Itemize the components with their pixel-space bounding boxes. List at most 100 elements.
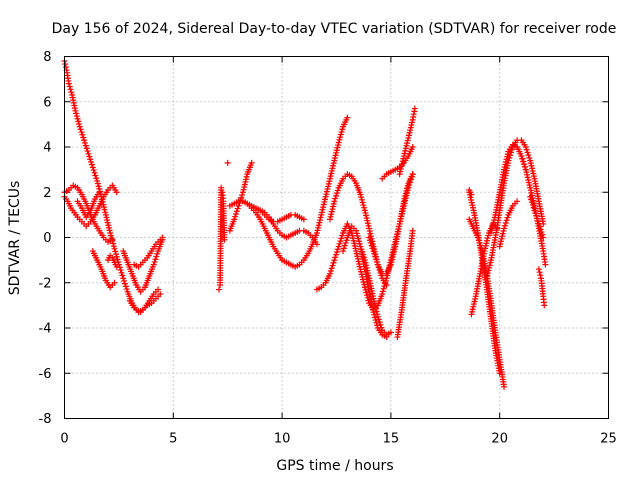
data-point — [340, 248, 347, 255]
data-point — [336, 136, 343, 143]
data-point — [533, 212, 540, 219]
data-point — [339, 232, 346, 239]
data-point — [475, 237, 482, 244]
data-point — [112, 248, 119, 255]
series-arc-23 — [396, 105, 418, 178]
data-point — [93, 175, 100, 182]
data-point — [79, 131, 86, 138]
data-point — [85, 150, 92, 157]
data-point — [531, 207, 538, 214]
data-point — [95, 183, 102, 190]
data-point — [118, 269, 125, 276]
data-point — [502, 220, 509, 227]
data-point — [333, 248, 340, 255]
data-point — [373, 256, 380, 263]
data-point — [357, 191, 364, 198]
data-point — [371, 311, 378, 318]
data-point — [341, 242, 348, 249]
data-point — [539, 231, 546, 238]
data-point — [94, 177, 101, 184]
data-point — [377, 321, 384, 328]
data-point — [501, 383, 508, 390]
x-tick-label: 10 — [274, 432, 291, 447]
y-tick-label: -4 — [39, 322, 52, 337]
data-point — [78, 129, 85, 136]
data-point — [519, 155, 526, 162]
data-point — [344, 114, 351, 121]
data-point — [538, 229, 545, 236]
data-point — [387, 329, 394, 336]
data-point — [300, 216, 307, 223]
data-point — [534, 218, 541, 225]
data-point — [534, 215, 541, 222]
data-point — [329, 262, 336, 269]
data-point — [526, 154, 533, 161]
data-point — [343, 237, 350, 244]
data-point — [360, 251, 367, 258]
data-point — [528, 196, 535, 203]
data-point — [119, 272, 126, 279]
series-arc-4 — [74, 189, 103, 221]
data-point — [353, 227, 360, 234]
data-point — [380, 285, 387, 292]
data-point — [72, 107, 79, 114]
data-point — [151, 258, 158, 265]
data-point — [76, 120, 83, 127]
series-arc-24 — [466, 189, 503, 377]
data-point — [80, 134, 87, 141]
data-point — [373, 258, 380, 265]
series-arc-6 — [105, 252, 120, 270]
data-point — [77, 126, 84, 133]
data-point — [527, 193, 534, 200]
data-point — [363, 292, 370, 299]
data-point — [334, 246, 341, 253]
data-point — [234, 205, 241, 212]
data-point — [360, 254, 367, 261]
data-point — [113, 263, 120, 270]
data-point — [368, 242, 375, 249]
data-point — [82, 142, 89, 149]
data-point — [224, 159, 231, 166]
data-point — [75, 118, 82, 125]
series-arc-20 — [366, 171, 416, 277]
data-point — [68, 89, 75, 96]
data-point — [83, 145, 90, 152]
data-point — [154, 250, 161, 257]
x-tick-label: 5 — [169, 432, 177, 447]
data-point — [90, 167, 97, 174]
data-point — [333, 190, 340, 197]
data-point — [239, 191, 246, 198]
data-point — [371, 314, 378, 321]
data-point — [504, 214, 511, 221]
data-point — [334, 187, 341, 194]
series-arc-29 — [496, 198, 521, 250]
y-tick-labels: -8 -6 -4 -2 0 2 4 6 8 — [39, 50, 52, 427]
data-point — [233, 208, 240, 215]
data-point — [521, 161, 528, 168]
data-point — [111, 279, 118, 286]
data-point — [383, 282, 390, 289]
data-point — [522, 144, 529, 150]
data-point — [336, 240, 343, 247]
series-arc-31 — [527, 193, 547, 241]
series-arc-32 — [535, 266, 548, 309]
data-point — [92, 172, 99, 179]
series-arc-15 — [224, 159, 231, 166]
data-point — [150, 261, 157, 268]
data-point — [327, 267, 334, 274]
data-point — [328, 265, 335, 272]
data-point — [520, 158, 527, 165]
data-point — [353, 230, 360, 237]
data-point — [337, 238, 344, 245]
data-point — [333, 251, 340, 258]
y-tick-label: -8 — [39, 412, 52, 427]
data-point — [339, 126, 346, 133]
data-point — [120, 275, 127, 282]
data-point — [88, 158, 95, 165]
data-point — [248, 159, 255, 166]
data-point — [337, 134, 344, 141]
data-point — [114, 256, 121, 263]
data-point — [409, 144, 416, 150]
data-point — [231, 216, 238, 223]
data-point — [112, 251, 119, 258]
